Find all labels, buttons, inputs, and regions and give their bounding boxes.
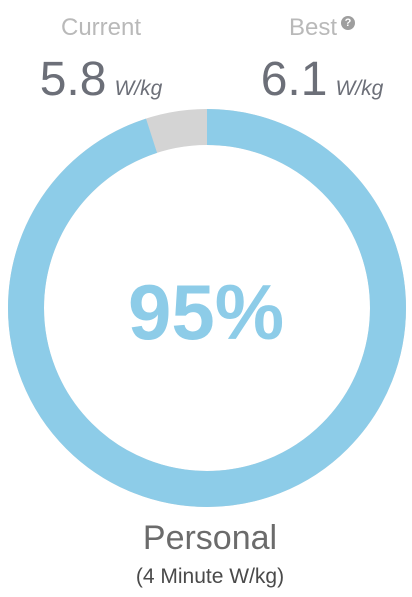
help-icon[interactable]: ? bbox=[341, 16, 356, 30]
progress-ring bbox=[8, 109, 406, 507]
gauge-percent: 95% bbox=[127, 268, 285, 356]
current-value-row: 5.8 W/kg bbox=[11, 54, 191, 117]
current-unit: W/kg bbox=[114, 77, 163, 100]
current-label: Current bbox=[60, 14, 142, 41]
current-stat: Current 5.8 W/kg bbox=[11, 0, 191, 117]
best-unit: W/kg bbox=[335, 77, 384, 100]
best-value: 6.1 bbox=[260, 53, 328, 106]
current-value: 5.8 bbox=[39, 53, 107, 106]
progress-ring-fill bbox=[8, 109, 406, 507]
best-label-row: Best? bbox=[232, 14, 412, 42]
caption-subtitle: (4 Minute W/kg) bbox=[135, 565, 285, 588]
best-stat: Best? 6.1 W/kg bbox=[232, 0, 412, 117]
caption-title: Personal bbox=[142, 519, 278, 557]
best-value-row: 6.1 W/kg bbox=[232, 54, 412, 117]
best-label: Best bbox=[288, 14, 338, 41]
